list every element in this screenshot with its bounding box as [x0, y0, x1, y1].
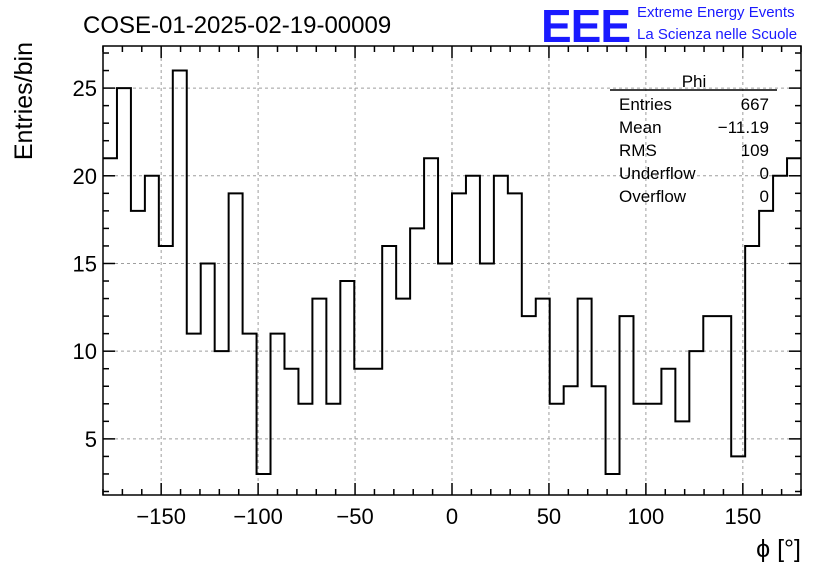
histogram-bin-10 — [243, 334, 257, 495]
histogram-bin-24 — [438, 263, 452, 495]
histogram-bin-17 — [340, 281, 354, 495]
histogram-bin-49 — [787, 158, 801, 495]
histogram-bin-43 — [703, 316, 717, 495]
histogram-bin-18 — [354, 369, 368, 495]
histogram-bin-20 — [382, 246, 396, 495]
histogram-bin-8 — [215, 351, 229, 495]
histogram-bin-40 — [661, 369, 675, 495]
histogram-bin-34 — [578, 299, 592, 495]
x-tick-label: −100 — [233, 504, 283, 529]
histogram-bin-25 — [452, 193, 466, 495]
brand-line-1: Extreme Energy Events — [637, 4, 795, 21]
histogram-bin-13 — [284, 369, 298, 495]
histogram-bin-47 — [759, 211, 773, 495]
axis-ticks — [102, 46, 802, 495]
histogram-bin-46 — [745, 246, 759, 495]
histogram-bin-4 — [159, 246, 173, 495]
histogram-bin-38 — [633, 404, 647, 495]
histogram-bin-26 — [466, 176, 480, 495]
histogram-bin-31 — [536, 299, 550, 495]
histogram-bin-30 — [522, 316, 536, 495]
stats-label: Overflow — [619, 187, 687, 206]
histogram-bin-37 — [620, 316, 634, 495]
y-tick-label: 5 — [85, 427, 97, 452]
stats-box: Phi Entries 667 Mean −11.19 RMS 109 Underflow 0… — [610, 72, 777, 206]
x-tick-label: 50 — [537, 504, 561, 529]
histogram-bin-6 — [187, 334, 201, 495]
histogram-bin-28 — [494, 176, 508, 495]
histogram-bin-12 — [271, 334, 285, 495]
histogram-bin-7 — [201, 263, 215, 495]
y-tick-label: 25 — [73, 76, 97, 101]
histogram-bin-1 — [117, 88, 131, 495]
histogram-bin-42 — [689, 351, 703, 495]
stats-label: Mean — [619, 118, 662, 137]
histogram-bin-15 — [312, 299, 326, 495]
histogram-bin-9 — [229, 193, 243, 495]
x-tick-label: −50 — [336, 504, 373, 529]
stats-title: Phi — [682, 72, 707, 91]
histogram-bin-39 — [647, 404, 661, 495]
histogram-bin-2 — [131, 211, 145, 495]
histogram-bin-14 — [298, 404, 312, 495]
histogram-outline — [103, 69, 801, 475]
stats-label: Entries — [619, 95, 672, 114]
histogram-bin-48 — [773, 176, 787, 495]
x-tick-label: −150 — [136, 504, 186, 529]
histogram-bin-44 — [717, 316, 731, 495]
histogram-bin-16 — [326, 404, 340, 495]
histogram-bin-33 — [564, 386, 578, 495]
y-tick-labels: 5 10 15 20 25 — [73, 76, 97, 452]
chart-title: COSE-01-2025-02-19-00009 — [83, 12, 391, 39]
histogram-bin-22 — [410, 228, 424, 495]
stats-value: 0 — [760, 187, 769, 206]
stats-value: −11.19 — [718, 118, 769, 137]
x-axis-label: ϕ [°] — [756, 535, 801, 563]
x-tick-label: 100 — [628, 504, 665, 529]
brand-line-2: La Scienza nelle Scuole — [637, 26, 797, 43]
y-tick-label: 20 — [73, 164, 97, 189]
histogram-bin-29 — [508, 193, 522, 495]
histogram-bin-35 — [592, 386, 606, 495]
histogram-bin-41 — [675, 421, 689, 495]
stats-label: Underflow — [619, 164, 696, 183]
y-tick-label: 10 — [73, 339, 97, 364]
stats-value: 667 — [741, 95, 769, 114]
histogram-bin-3 — [145, 176, 159, 495]
histogram-bins — [103, 71, 801, 495]
x-tick-labels: −150 −100 −50 0 50 100 150 — [136, 504, 761, 529]
stats-value: 0 — [760, 164, 769, 183]
histogram-bin-23 — [424, 158, 438, 495]
histogram-bin-19 — [368, 369, 382, 495]
y-tick-label: 15 — [73, 251, 97, 276]
histogram-bin-32 — [550, 404, 564, 495]
histogram-bin-0 — [103, 158, 117, 495]
stats-label: RMS — [619, 141, 657, 160]
eee-logo: EEE — [541, 0, 630, 52]
stats-value: 109 — [741, 141, 769, 160]
histogram-bin-5 — [173, 71, 187, 495]
histogram-bin-27 — [480, 263, 494, 495]
x-tick-label: 150 — [724, 504, 761, 529]
x-tick-label: 0 — [446, 504, 458, 529]
histogram-bin-21 — [396, 299, 410, 495]
stats-rows: Entries 667 Mean −11.19 RMS 109 Underflow 0 Over… — [619, 95, 769, 206]
y-axis-label: Entries/bin — [10, 42, 38, 160]
